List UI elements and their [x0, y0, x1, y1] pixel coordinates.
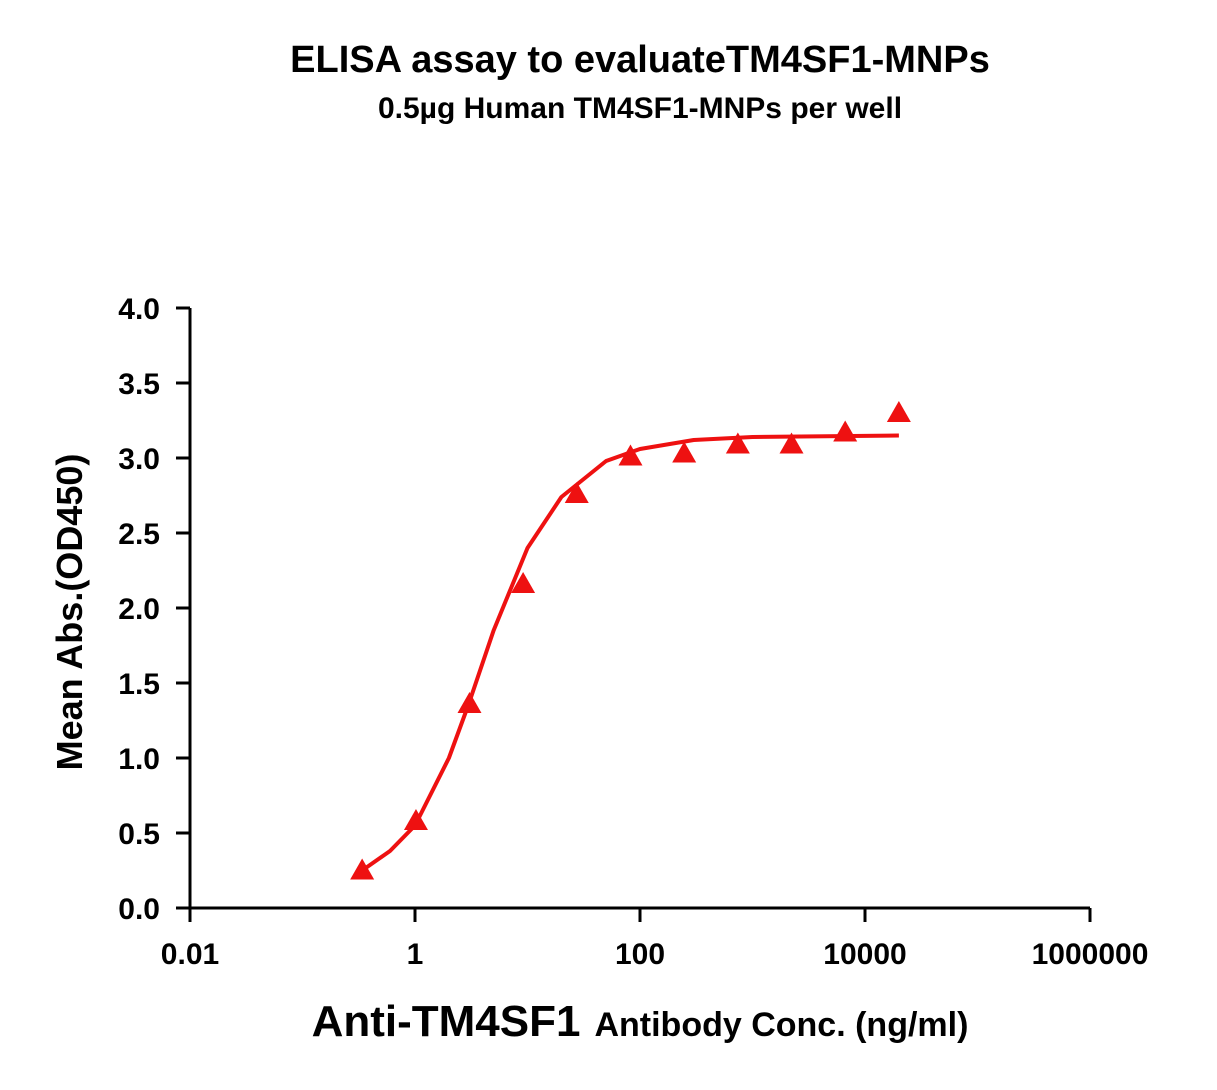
x-tick-label: 100: [615, 938, 665, 971]
data-point: [350, 858, 375, 880]
data-point: [833, 420, 858, 442]
chart-subtitle: 0.5µg Human TM4SF1-MNPs per well: [378, 92, 902, 125]
x-tick-label: 1: [407, 938, 424, 971]
x-label-rest: Antibody Conc. (ng/ml): [594, 1006, 968, 1044]
x-tick-label: 10000: [823, 938, 906, 971]
data-point: [618, 444, 643, 466]
data-point: [564, 482, 589, 503]
chart-title: ELISA assay to evaluateTM4SF1-MNPs: [290, 39, 990, 81]
x-tick-label: 1000000: [1032, 938, 1149, 971]
fit-curve: [360, 433, 899, 873]
y-axis-label: Mean Abs.(OD450): [49, 454, 90, 771]
data-point: [779, 432, 804, 454]
x-tick-label: 0.01: [161, 938, 219, 971]
y-tick-label: 0.5: [118, 818, 160, 851]
data-point: [457, 692, 482, 713]
y-tick-label: 0.0: [118, 893, 160, 926]
y-tick-label: 1.0: [118, 743, 160, 776]
data-point: [886, 401, 911, 422]
y-tick-label: 2.5: [118, 518, 160, 551]
y-tick-label: 2.0: [118, 593, 160, 626]
data-point: [672, 441, 697, 463]
data-point: [403, 809, 428, 830]
y-tick-label: 3.5: [118, 368, 160, 401]
y-tick-label: 3.0: [118, 443, 160, 476]
y-tick-label: 4.0: [118, 293, 160, 326]
x-axis-label: Anti-TM4SF1 Antibody Conc. (ng/ml): [312, 997, 969, 1046]
data-point: [511, 572, 536, 593]
data-point: [725, 432, 750, 454]
x-label-main: Anti-TM4SF1: [312, 997, 581, 1046]
y-tick-label: 1.5: [118, 668, 160, 701]
